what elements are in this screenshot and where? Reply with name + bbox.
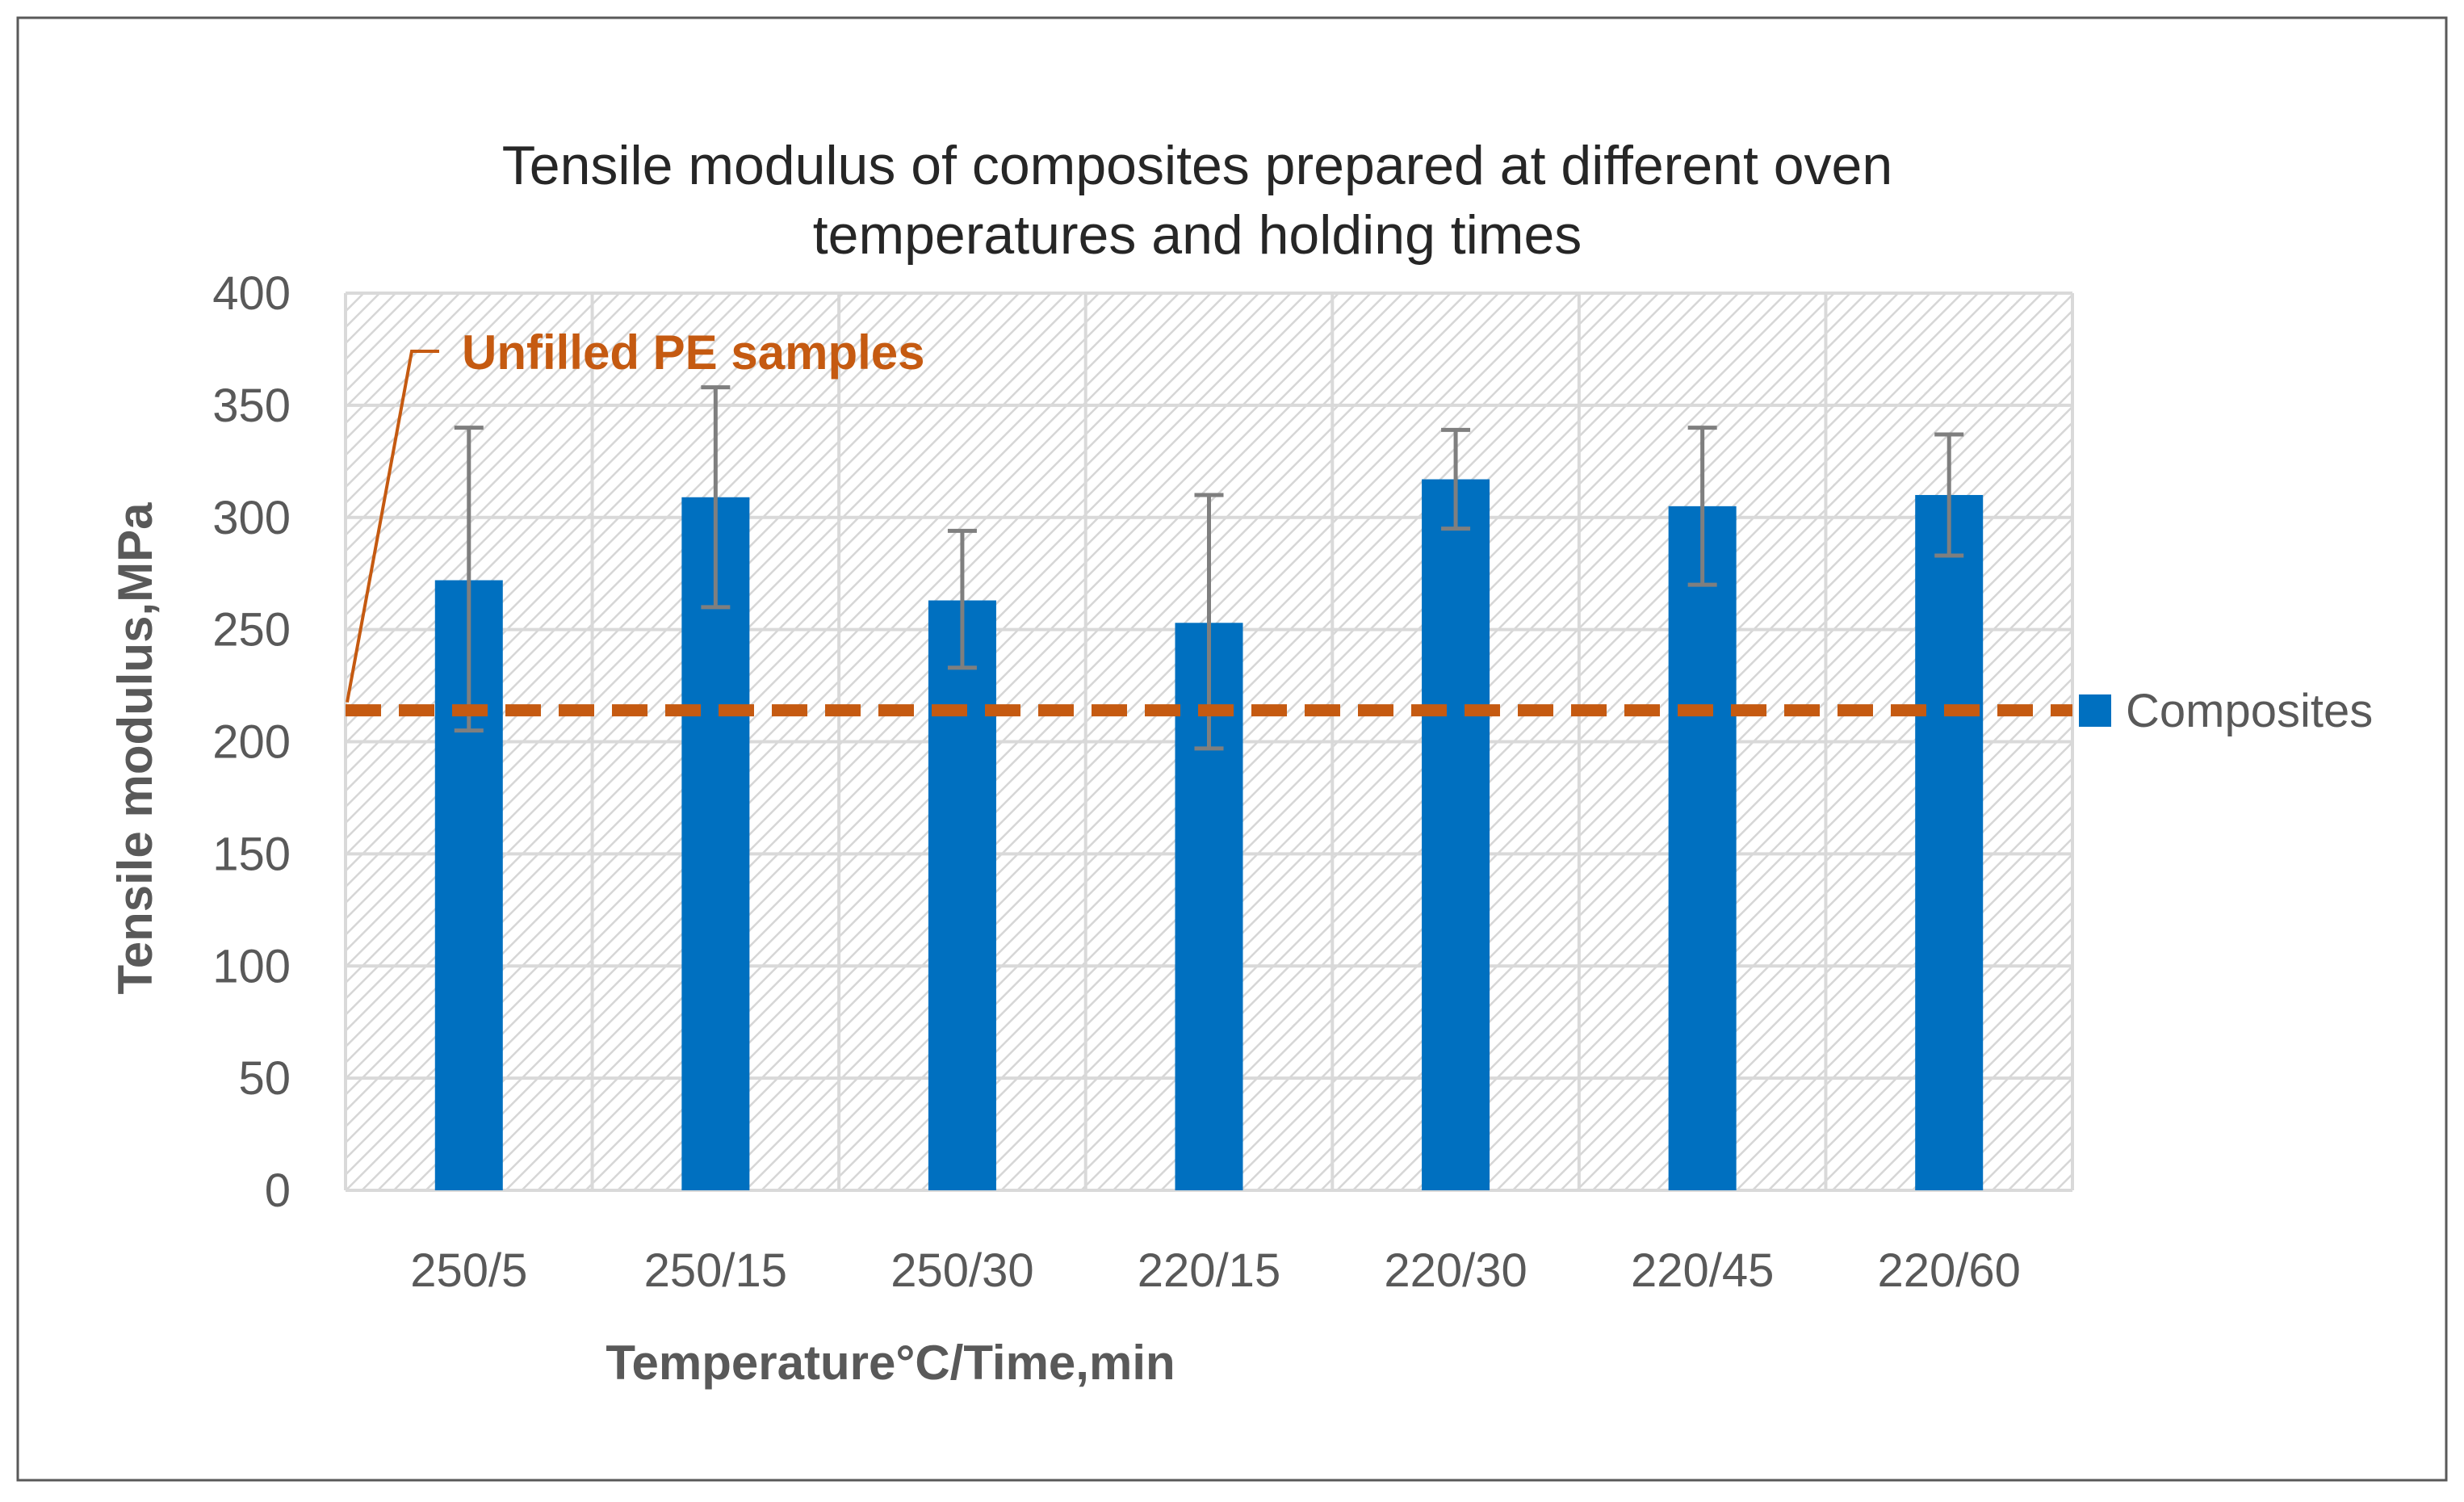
y-tick-label-150: 150 — [212, 828, 291, 880]
y-tick-label-0: 0 — [265, 1164, 291, 1217]
x-tick-label-220-30: 220/30 — [1384, 1244, 1527, 1297]
chart-title: Tensile modulus of composites prepared a… — [502, 135, 1892, 266]
error-bar-250-5 — [454, 426, 484, 733]
y-tick-labels: 0 50 100 150 200 250 300 350 400 — [212, 267, 291, 1217]
bar-250-15 — [681, 497, 750, 1190]
y-tick-label-300: 300 — [212, 492, 291, 544]
error-bar-250-30 — [947, 528, 977, 670]
error-bar-220-45 — [1687, 426, 1717, 587]
error-bars — [454, 385, 1964, 751]
legend-label-composites: Composites — [2126, 685, 2373, 737]
bar-220-60 — [1915, 494, 1984, 1190]
chart-title-line-2: temperatures and holding times — [813, 204, 1582, 266]
x-tick-label-220-15: 220/15 — [1138, 1244, 1280, 1297]
x-tick-label-250-15: 250/15 — [644, 1244, 787, 1297]
bar-220-45 — [1668, 506, 1737, 1190]
chart-title-line-1: Tensile modulus of composites prepared a… — [502, 135, 1892, 196]
x-tick-label-250-30: 250/30 — [890, 1244, 1033, 1297]
bars — [434, 479, 1984, 1190]
x-tick-label-250-5: 250/5 — [410, 1244, 527, 1297]
x-axis-title: Temperature°C/Time,min — [606, 1336, 1175, 1390]
bar-220-30 — [1422, 479, 1490, 1190]
x-tick-label-220-45: 220/45 — [1631, 1244, 1774, 1297]
y-axis-title: Tensile modulus,MPa — [108, 502, 162, 995]
y-tick-label-100: 100 — [212, 940, 291, 992]
bar-250-30 — [928, 600, 996, 1190]
legend: Composites — [2079, 685, 2373, 737]
reference-callout-label: Unfilled PE samples — [462, 325, 925, 380]
x-tick-label-220-60: 220/60 — [1878, 1244, 2021, 1297]
legend-swatch-composites — [2079, 694, 2111, 727]
y-tick-label-50: 50 — [238, 1052, 291, 1105]
error-bar-250-15 — [701, 385, 731, 610]
y-tick-label-350: 350 — [212, 380, 291, 432]
x-tick-labels: 250/5 250/15 250/30 220/15 220/30 220/45 220/6… — [410, 1244, 2021, 1297]
reference-callout-leader — [346, 350, 439, 703]
y-tick-label-200: 200 — [212, 716, 291, 769]
reference-line-group: Unfilled PE samples — [346, 325, 2072, 717]
y-tick-label-400: 400 — [212, 267, 291, 320]
error-bar-220-30 — [1441, 427, 1471, 531]
error-bar-220-60 — [1934, 432, 1964, 558]
y-tick-label-250: 250 — [212, 604, 291, 657]
